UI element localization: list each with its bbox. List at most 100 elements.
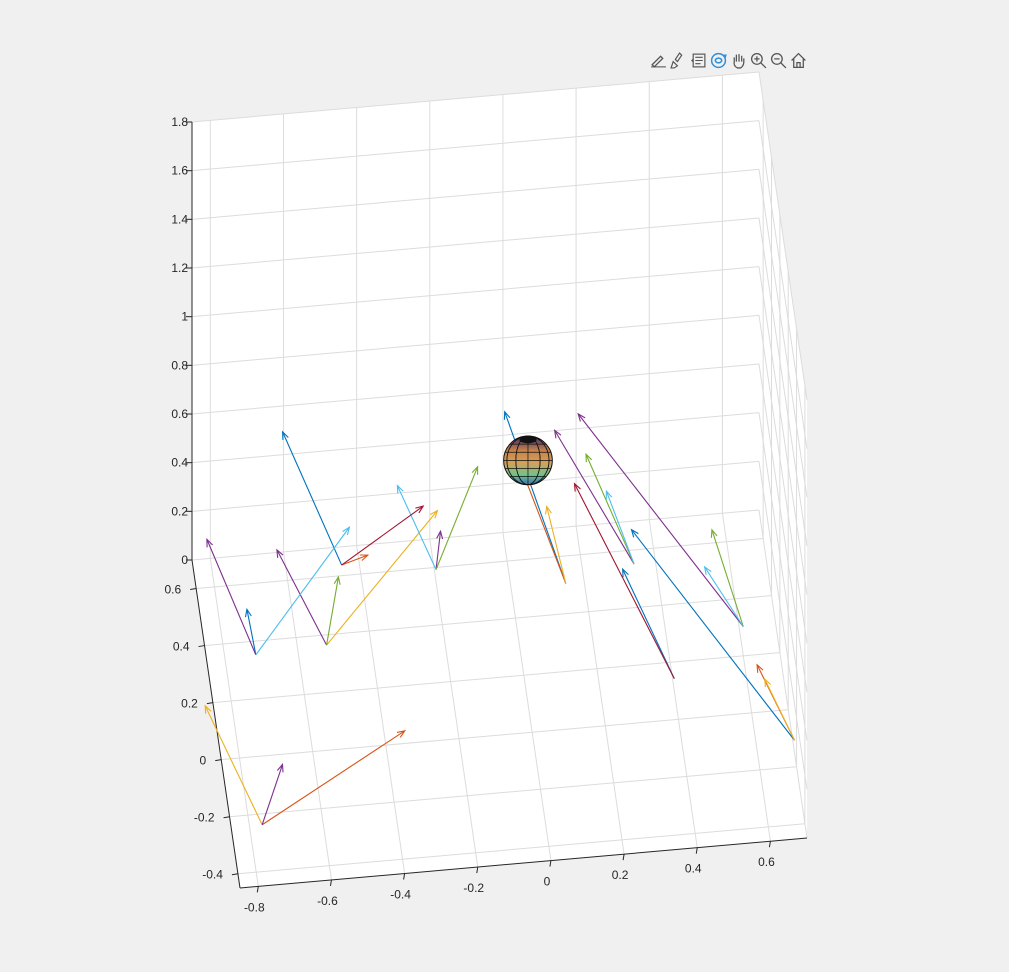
vector-head	[573, 482, 581, 492]
vector-arrow	[764, 677, 795, 741]
vector-head	[605, 489, 613, 500]
grid-line	[191, 266, 760, 318]
vector-shaft	[206, 539, 257, 656]
grid-line	[191, 412, 760, 464]
vector-head	[430, 509, 439, 519]
data-tips-icon	[690, 53, 705, 67]
vector-arrow	[573, 482, 675, 679]
vector-arrow	[545, 505, 567, 584]
grid-line	[758, 509, 808, 839]
z-tick-label: 1	[181, 310, 188, 324]
grid-line	[221, 709, 789, 761]
vector-shaft	[276, 549, 328, 646]
pan-icon	[732, 53, 744, 69]
vector-shaft	[704, 566, 744, 627]
x-tick-label: 0.2	[612, 868, 629, 882]
vector-head	[276, 548, 284, 558]
axis-lines	[186, 121, 808, 893]
vector-head	[281, 430, 289, 440]
y-tick	[231, 873, 238, 876]
vector-shaft	[261, 730, 406, 826]
vector-shaft	[764, 678, 795, 741]
vector-arrow	[621, 567, 675, 679]
axes-floor	[192, 510, 807, 888]
vector-arrow	[585, 452, 635, 565]
axes-back-wall	[192, 72, 759, 560]
vector-head	[621, 567, 629, 578]
zoom-in-button[interactable]	[748, 49, 768, 71]
vector-head	[396, 729, 407, 738]
vector-head	[342, 525, 351, 536]
x-tick-label: -0.4	[390, 887, 411, 901]
vector-arrow	[204, 704, 263, 826]
vector-arrow	[281, 430, 343, 566]
tick-labels: -0.8 -0.6 -0.4 -0.2 0 0.2 0.4 0.6 -0.4 -0.2 0 0.2 0.…	[164, 115, 775, 914]
brush-button[interactable]	[668, 49, 688, 71]
vector-head	[503, 410, 511, 420]
grid-line	[758, 71, 808, 401]
y-tick-label: 0	[200, 754, 207, 768]
z-tick-label: 0.4	[171, 456, 188, 470]
vector-head	[756, 663, 764, 673]
vector-arrow	[341, 505, 425, 566]
z-tick-label: 1.2	[171, 261, 188, 275]
pan-button[interactable]	[728, 49, 748, 71]
vector-arrow	[605, 489, 635, 565]
home-icon	[790, 52, 806, 68]
vector-shaft	[341, 554, 368, 566]
grid-line	[204, 595, 772, 647]
vector-shaft	[282, 431, 343, 566]
edit-plot-icon	[650, 54, 666, 68]
z-tick-label: 0	[181, 553, 188, 567]
vector-head	[244, 607, 252, 618]
vector-arrow	[276, 548, 328, 646]
vector-arrow	[577, 412, 744, 627]
vector-head	[436, 529, 444, 540]
vector-head	[577, 412, 586, 422]
grid-line	[209, 558, 259, 887]
vector-field	[204, 410, 795, 826]
grid-line	[758, 363, 808, 693]
x-tick-label: 0.6	[758, 855, 775, 869]
x-axis-line	[239, 837, 808, 889]
axes-side-wall	[759, 72, 807, 838]
x-tick-label: 0	[544, 875, 551, 889]
vector-shaft	[396, 485, 437, 570]
grid-line	[429, 538, 479, 868]
grid-line	[502, 532, 552, 861]
y-tick-label: -0.2	[194, 811, 215, 825]
vector-head	[585, 452, 593, 463]
vector-arrow	[206, 538, 257, 656]
vector-shaft	[255, 526, 350, 656]
vector-arrow	[630, 528, 795, 741]
vector-shaft	[435, 531, 442, 570]
grid-line	[196, 538, 764, 590]
zoom-out-button[interactable]	[768, 49, 788, 71]
edit-plot-button[interactable]	[648, 49, 668, 71]
grid-line	[356, 545, 406, 874]
vector-head	[333, 575, 341, 585]
y-tick	[190, 588, 197, 591]
grid-line	[191, 71, 760, 123]
vector-shaft	[246, 609, 257, 655]
axes-toolbar	[648, 49, 808, 71]
x-tick-label: -0.6	[317, 894, 338, 908]
z-tick-label: 1.4	[171, 212, 188, 226]
vector-shaft	[341, 505, 424, 566]
vector-head	[703, 565, 712, 575]
vector-shaft	[585, 454, 635, 565]
y-tick	[223, 816, 230, 819]
data-tips-button[interactable]	[688, 49, 708, 71]
vector-shaft	[631, 529, 795, 741]
grid-line	[191, 363, 760, 415]
home-button[interactable]	[788, 49, 808, 71]
rotate-3d-button[interactable]	[708, 49, 728, 71]
vector-arrow	[244, 607, 257, 655]
vector-arrow	[341, 554, 370, 566]
x-tick	[622, 854, 625, 861]
vector-arrow	[435, 529, 444, 570]
sphere-pole	[519, 436, 537, 444]
vector-arrow	[435, 465, 479, 570]
vector-head	[396, 484, 404, 494]
